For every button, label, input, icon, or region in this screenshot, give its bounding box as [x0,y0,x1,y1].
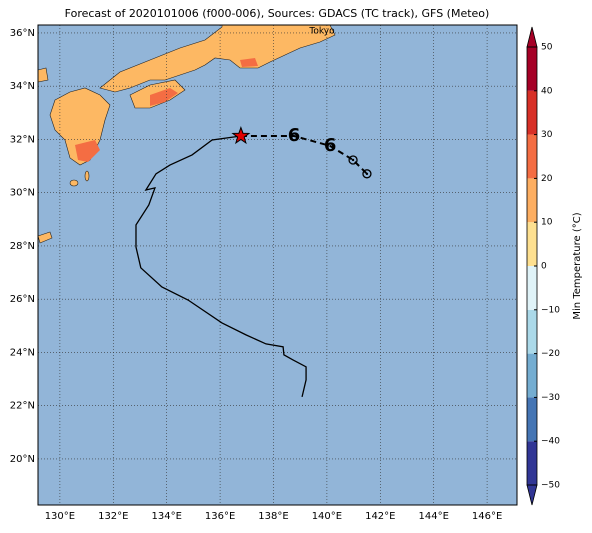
lon-tick-label: 132°E [98,511,128,522]
colorbar-band [527,47,537,91]
colorbar-tick-label: −20 [541,349,560,359]
lon-tick-label: 130°E [45,511,75,522]
colorbar-band [527,178,537,223]
colorbar-band [527,266,537,310]
colorbar-extend [526,26,538,48]
lon-tick-label: 146°E [472,511,502,522]
lon-tick-label: 134°E [151,511,181,522]
colorbar-band [527,397,537,442]
current-position [231,126,251,145]
colorbar-tick-label: 0 [541,262,547,272]
depression-dot [365,172,369,176]
colorbar-band [527,309,537,354]
lon-tick-label: 140°E [312,511,342,522]
lat-tick-label: 22°N [10,401,35,412]
lon-tick-label: 138°E [258,511,288,522]
storm-symbol: 6 [324,135,337,156]
lon-tick-label: 144°E [418,511,448,522]
lat-tick-label: 24°N [10,347,35,358]
colorbar-extend [526,484,538,506]
colorbar-band [527,222,537,266]
lat-tick-label: 26°N [10,294,35,305]
colorbar-band [527,441,537,485]
observed-track [135,135,307,398]
lon-tick-label: 136°E [205,511,235,522]
forecast-track [240,135,368,175]
lat-tick-label: 34°N [10,81,35,92]
colorbar-tick-label: −40 [541,437,560,447]
title: Forecast of 2020101006 (f000-006), Sourc… [65,7,490,20]
colorbar-band [527,134,537,179]
depression-dot [351,158,355,162]
colorbar-tick-label: 40 [541,86,553,96]
colorbar-tick-label: 20 [541,174,553,184]
lat-tick-label: 36°N [10,28,35,39]
colorbar-tick-label: 10 [541,218,553,228]
colorbar-tick-label: −10 [541,305,560,315]
colorbar-tick-label: 30 [541,130,553,140]
city-label: Tokyo [308,27,335,37]
colorbar-label: Min Temperature (°C) [572,212,583,319]
depression-symbol [348,155,358,165]
ocean [38,25,517,505]
depression-symbol [362,169,372,179]
storm-symbol: 6 [288,125,301,146]
colorbar-tick-label: −30 [541,393,560,403]
colorbar-band [527,353,537,398]
colorbar-band [527,90,537,135]
colorbar-tick-label: −50 [541,481,560,491]
lat-tick-label: 20°N [10,454,35,465]
lon-tick-label: 142°E [365,511,395,522]
map-frame [37,24,518,506]
lat-tick-label: 28°N [10,241,35,252]
colorbar-tick-label: 50 [541,43,553,53]
lat-tick-label: 30°N [10,188,35,199]
lat-tick-label: 32°N [10,134,35,145]
